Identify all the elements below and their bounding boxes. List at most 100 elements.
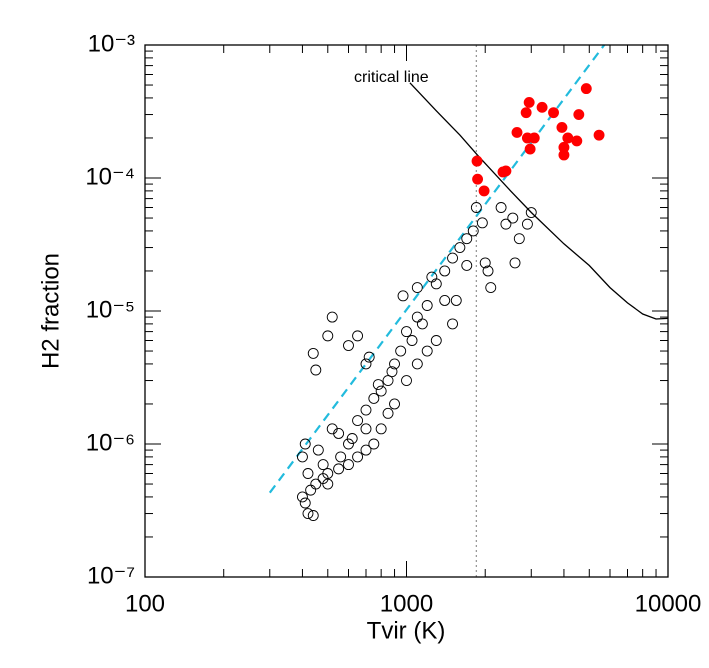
- point: [363, 351, 375, 363]
- point: [472, 173, 484, 185]
- point: [386, 366, 398, 378]
- point: [558, 149, 570, 161]
- point: [382, 407, 394, 419]
- point: [525, 207, 537, 218]
- point: [352, 451, 364, 463]
- x-tick-label: 10000: [635, 590, 702, 617]
- y-axis-title: H2 fraction: [37, 253, 64, 369]
- point: [573, 109, 585, 120]
- point: [580, 83, 592, 95]
- point: [507, 212, 519, 224]
- point: [307, 347, 319, 359]
- point: [307, 510, 319, 521]
- point: [296, 451, 308, 463]
- point: [335, 451, 347, 463]
- point: [372, 379, 384, 390]
- point: [333, 463, 345, 475]
- point: [389, 398, 400, 410]
- point: [343, 459, 354, 471]
- point: [523, 96, 535, 108]
- point: [482, 265, 494, 277]
- x-tick-label: 100: [125, 590, 165, 617]
- curve: [409, 82, 669, 320]
- point: [326, 423, 338, 435]
- point: [450, 295, 462, 306]
- point: [439, 265, 451, 277]
- point: [346, 433, 358, 444]
- point: [509, 257, 521, 269]
- point: [421, 345, 433, 357]
- point: [352, 415, 364, 427]
- point: [302, 468, 314, 479]
- point: [326, 311, 338, 323]
- y-tick-label: 10⁻⁶: [86, 429, 135, 456]
- point: [593, 129, 605, 141]
- point: [375, 385, 387, 397]
- point: [343, 438, 354, 450]
- point: [511, 127, 523, 138]
- point: [562, 132, 574, 144]
- point: [360, 444, 372, 456]
- point: [299, 438, 311, 450]
- y-tick-label: 10⁻³: [88, 30, 135, 57]
- point: [478, 185, 490, 197]
- point: [360, 404, 372, 416]
- point: [411, 311, 423, 323]
- point: [467, 225, 479, 237]
- point: [500, 218, 512, 230]
- point: [382, 375, 394, 386]
- point: [360, 423, 372, 435]
- point: [528, 132, 540, 144]
- point: [296, 491, 308, 503]
- point: [416, 318, 428, 330]
- point: [548, 107, 559, 119]
- point: [461, 233, 473, 245]
- plot-frame: [144, 44, 669, 578]
- point: [368, 438, 380, 450]
- point: [395, 345, 407, 357]
- point: [495, 202, 507, 213]
- point: [471, 155, 483, 167]
- point: [476, 217, 488, 229]
- point: [470, 202, 482, 213]
- y-tick-label: 10⁻⁴: [85, 163, 135, 190]
- point: [411, 282, 423, 294]
- point: [322, 330, 334, 342]
- point: [485, 282, 497, 294]
- curve: [268, 44, 606, 494]
- point: [310, 478, 322, 490]
- point: [500, 165, 512, 177]
- point: [360, 358, 372, 370]
- point: [520, 107, 532, 119]
- point: [322, 478, 334, 490]
- point: [447, 318, 458, 330]
- point: [312, 444, 324, 456]
- point: [299, 497, 311, 509]
- point: [368, 393, 380, 404]
- point: [521, 218, 533, 230]
- point: [343, 340, 354, 351]
- point: [513, 233, 525, 245]
- point: [426, 271, 438, 283]
- x-tick-label: 1000: [380, 590, 433, 617]
- point: [397, 290, 409, 302]
- point: [411, 358, 423, 370]
- point: [524, 143, 536, 155]
- point: [571, 135, 583, 147]
- point: [406, 335, 418, 346]
- point: [556, 121, 568, 133]
- point: [439, 295, 451, 306]
- point: [461, 260, 473, 271]
- point: [310, 364, 322, 376]
- point: [401, 326, 412, 338]
- point: [479, 257, 491, 269]
- point: [389, 358, 400, 370]
- point: [536, 101, 548, 113]
- point: [352, 330, 364, 342]
- point: [454, 242, 466, 253]
- x-axis-title: Tvir (K): [367, 617, 446, 644]
- point: [430, 278, 442, 290]
- y-tick-label: 10⁻⁷: [87, 562, 135, 589]
- point: [302, 508, 314, 519]
